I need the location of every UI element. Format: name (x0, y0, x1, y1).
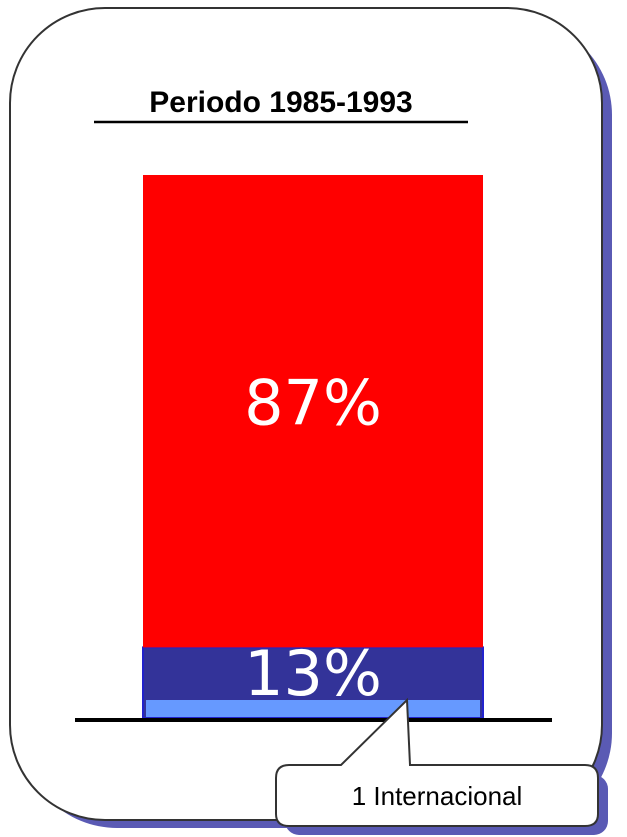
bars (142, 175, 484, 719)
bar-segment (143, 175, 483, 648)
callout-text: 1 Internacional (352, 781, 523, 811)
data-label: 13% (244, 637, 382, 710)
data-label: 87% (244, 366, 382, 439)
callout (275, 697, 599, 827)
labels: 13% 87% (244, 366, 382, 710)
chart-title: Periodo 1985-1993 (149, 86, 412, 119)
